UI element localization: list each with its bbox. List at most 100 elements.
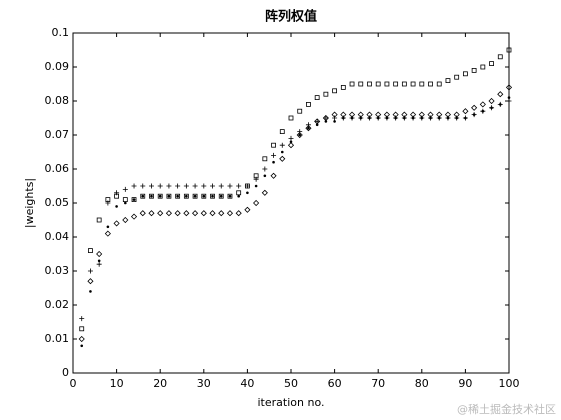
data-point [193,194,197,198]
data-point [183,193,189,199]
data-point [140,193,146,199]
data-point [305,125,312,132]
y-tick-label: 0.03 [45,264,70,277]
data-point [368,116,371,120]
data-point [87,278,94,285]
data-point [210,193,215,199]
data-point [150,194,153,198]
data-point [79,326,85,332]
data-point [462,71,468,77]
data-point [349,81,355,87]
data-point [218,193,224,199]
data-point [298,133,302,137]
data-point [226,210,234,217]
y-tick-label: 0.02 [45,298,70,311]
data-point [89,290,92,293]
data-point [401,81,407,87]
data-point [333,120,336,123]
data-point [314,118,320,124]
data-point [157,183,163,189]
x-tick-label: 50 [284,377,298,390]
data-point [209,210,216,217]
x-tick-label: 80 [415,377,429,390]
x-tick-label: 30 [197,377,211,390]
data-point [96,217,102,223]
data-point [340,85,346,90]
data-point [462,108,469,115]
data-point [332,115,338,121]
data-point [166,193,172,199]
data-point [130,213,138,220]
data-point [244,206,251,213]
data-point [244,183,250,189]
data-point [122,186,128,192]
data-point [131,183,137,189]
data-point [307,126,310,130]
data-point [481,109,485,113]
data-point [78,335,85,343]
data-point [192,183,198,189]
plot-frame [72,32,510,374]
data-point [201,193,207,199]
data-point [505,84,513,91]
x-tick-label: 0 [70,377,77,390]
y-tick-label: 0.07 [45,128,70,141]
data-point [403,116,406,120]
data-point [279,155,286,162]
data-point [157,193,163,199]
data-point [235,210,242,217]
x-tick-label: 60 [328,377,342,390]
data-point [393,81,399,87]
data-point [306,102,311,107]
data-point [454,74,460,80]
data-point [480,64,486,70]
data-point [507,96,511,99]
data-point [140,183,146,189]
data-point [375,81,381,87]
y-tick-label: 0.04 [45,230,70,243]
data-point [376,116,380,120]
data-point [315,123,319,127]
data-point [497,91,504,98]
data-point [296,131,303,139]
data-point [261,189,268,196]
data-point [506,47,512,53]
data-point [331,111,338,118]
data-point [279,129,285,135]
data-point [165,210,172,217]
data-point [287,142,295,149]
data-point [446,116,450,120]
data-point [262,166,268,172]
data-point [218,183,224,189]
data-point [270,172,277,179]
data-point [497,54,503,60]
data-point [410,81,416,87]
data-point [498,103,502,106]
data-point [158,194,162,198]
data-point [211,194,214,198]
data-point [96,261,102,267]
data-point [139,210,146,217]
data-point [358,81,364,87]
y-tick-label: 0.06 [45,162,70,175]
data-point [246,191,249,195]
data-point [350,116,354,120]
data-point [176,194,179,198]
data-point [201,183,207,189]
data-point [218,210,225,217]
data-point [479,101,486,108]
x-tick-label: 40 [240,377,254,390]
data-point [280,150,284,154]
data-point [506,98,512,104]
data-point [141,194,145,198]
data-point [202,194,206,198]
x-tick-label: 90 [458,377,472,390]
data-point [305,122,311,128]
data-point [114,190,120,196]
data-point [175,183,181,189]
data-point [174,210,181,217]
x-tick-label: 100 [499,377,520,390]
data-point [385,116,389,120]
data-point [97,259,101,263]
data-point [253,199,260,207]
